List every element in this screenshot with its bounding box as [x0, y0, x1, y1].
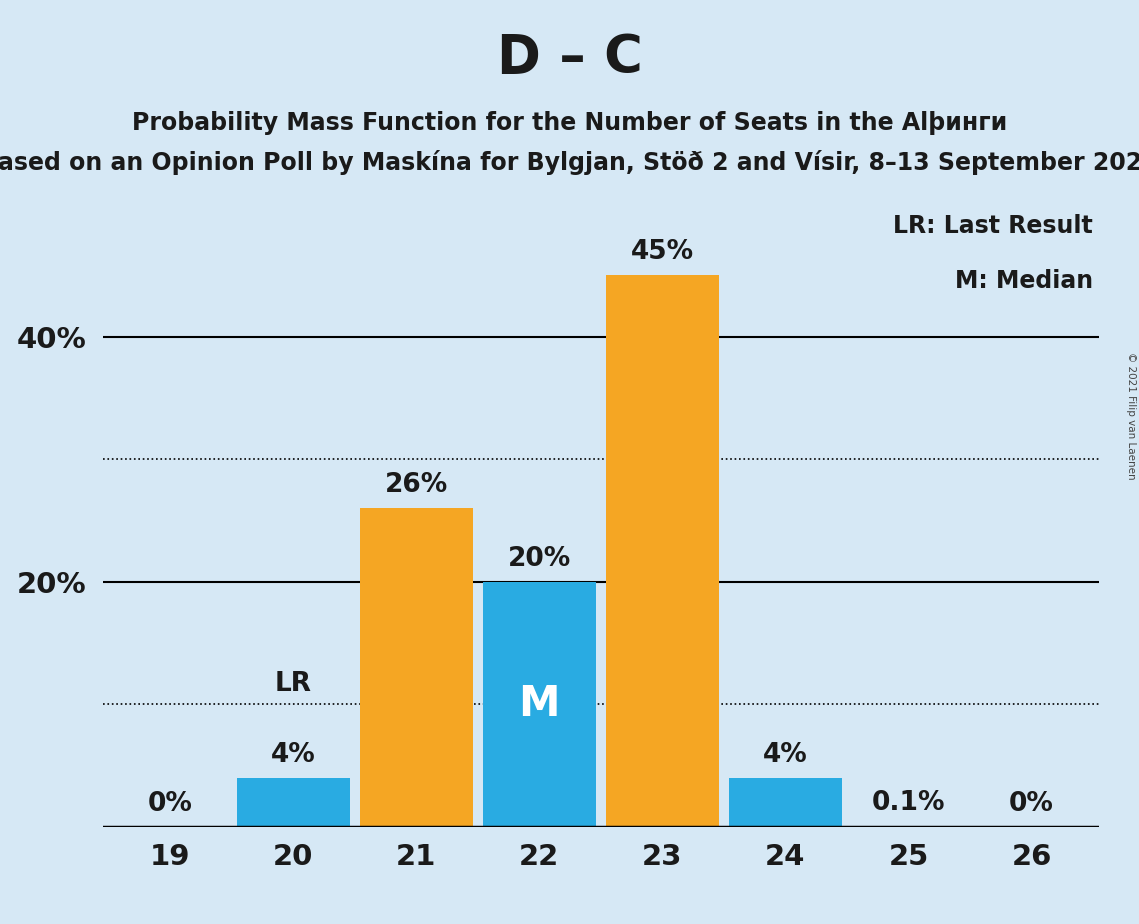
Bar: [360, 508, 473, 827]
Text: Probability Mass Function for the Number of Seats in the Alþинги: Probability Mass Function for the Number…: [132, 111, 1007, 135]
Text: D – C: D – C: [497, 32, 642, 84]
Text: M: Median: M: Median: [954, 269, 1093, 293]
Bar: [483, 582, 596, 827]
Text: 4%: 4%: [271, 742, 316, 768]
Text: 0%: 0%: [1009, 791, 1054, 817]
Bar: [729, 778, 842, 827]
Text: 26%: 26%: [385, 472, 448, 498]
Text: 45%: 45%: [631, 239, 694, 265]
Text: M: M: [518, 684, 560, 725]
Bar: [237, 778, 350, 827]
Text: LR: LR: [274, 671, 312, 697]
Text: LR: Last Result: LR: Last Result: [893, 214, 1093, 238]
Text: 0.1%: 0.1%: [871, 790, 945, 816]
Bar: [606, 275, 719, 827]
Text: 20%: 20%: [508, 546, 571, 572]
Text: 0%: 0%: [148, 791, 192, 817]
Bar: [852, 826, 965, 827]
Text: Based on an Opinion Poll by Maskína for Bylgjan, Stöð 2 and Vísir, 8–13 Septembe: Based on an Opinion Poll by Maskína for …: [0, 150, 1139, 175]
Text: © 2021 Filip van Laenen: © 2021 Filip van Laenen: [1126, 352, 1136, 480]
Text: 4%: 4%: [763, 742, 808, 768]
